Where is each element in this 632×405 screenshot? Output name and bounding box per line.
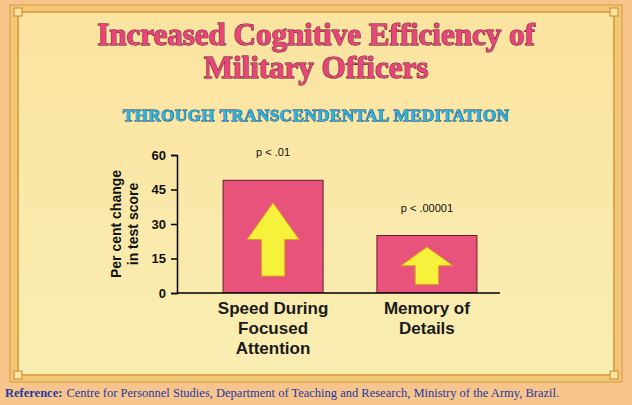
y-tick-mark	[171, 258, 177, 260]
x-tick-label: Memory of	[384, 299, 470, 318]
y-tick-mark	[171, 293, 177, 295]
annotation: p < .00001	[401, 202, 453, 214]
x-tick-label: Speed During	[218, 299, 329, 318]
source-label: Reference:	[5, 386, 62, 400]
plot-area	[223, 180, 477, 293]
y-tick: 45	[152, 182, 177, 197]
y-tick: 15	[152, 251, 177, 266]
arrow	[401, 247, 453, 284]
corner-ornament	[610, 371, 618, 379]
y-axis-title: Per cent changein test score	[108, 170, 141, 278]
y-tick-mark	[171, 155, 177, 157]
bar	[377, 236, 477, 294]
y-tick-mark	[171, 189, 177, 191]
subtitle: THROUGH TRANSCENDENTAL MEDITATION	[123, 106, 510, 125]
x-tick-label: Details	[399, 319, 455, 338]
y-tick-label: 30	[152, 217, 166, 232]
bar	[223, 180, 323, 293]
corner-ornament	[610, 8, 618, 16]
y-tick-mark	[171, 224, 177, 226]
arrow	[247, 203, 299, 276]
y-tick: 30	[152, 217, 177, 232]
panel-frame	[10, 5, 622, 382]
y-axis: 0 15 30 45 60	[152, 148, 178, 301]
x-axis-line	[177, 292, 500, 294]
annotation: p < .01	[256, 146, 290, 158]
corner-ornament	[14, 371, 22, 379]
chart: Increased Cognitive Efficiency ofMilitar…	[0, 0, 632, 405]
y-tick-label: 0	[159, 286, 166, 301]
source: Reference: Centre for Personnel Studies, …	[5, 386, 559, 400]
title: Increased Cognitive Efficiency of	[97, 17, 535, 52]
x-tick-label: Focused	[238, 319, 308, 338]
source-text: Centre for Personnel Studies, Department…	[66, 386, 559, 400]
y-axis-title-line: Per cent change	[108, 170, 124, 278]
y-tick-label: 45	[152, 182, 166, 197]
y-axis-title-line: in test score	[125, 183, 141, 266]
y-tick: 0	[159, 286, 177, 301]
x-tick-label: Attention	[236, 339, 311, 358]
title: Military Officers	[204, 50, 429, 85]
y-tick: 60	[152, 148, 177, 163]
y-tick-label: 60	[152, 148, 166, 163]
corner-ornament	[14, 8, 22, 16]
background	[0, 0, 632, 405]
y-axis-line	[171, 156, 178, 294]
panel	[18, 12, 614, 375]
y-tick-label: 15	[152, 251, 166, 266]
